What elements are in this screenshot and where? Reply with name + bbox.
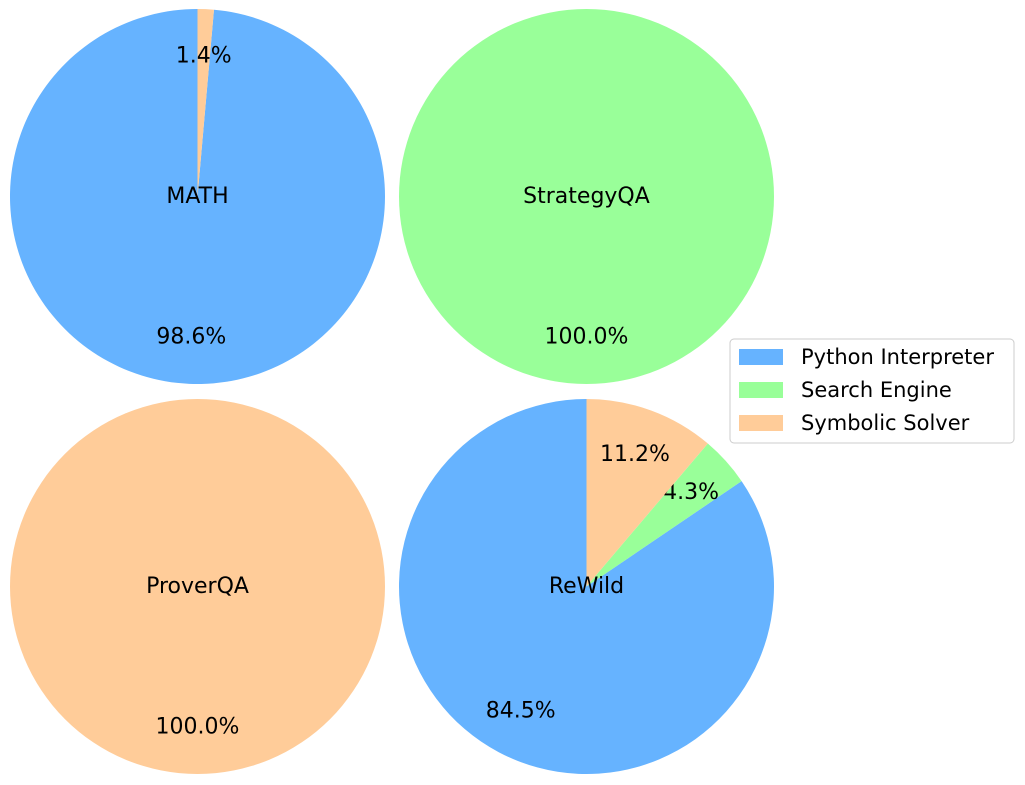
legend-frame xyxy=(729,338,1015,444)
pie-percent-label: 100.0% xyxy=(545,325,629,350)
pie-percent-label: 100.0% xyxy=(156,715,240,740)
legend-swatch xyxy=(739,415,783,431)
pie-slice-python-interpreter xyxy=(9,9,386,385)
pie-charts: 98.6% 1.4% MATH 100.0% StrategyQA 100.0% Prove… xyxy=(9,9,775,774)
pie-proverqa: 100.0% ProverQA xyxy=(10,399,385,774)
pie-strategyqa: 100.0% StrategyQA xyxy=(399,9,774,384)
legend: Python Interpreter Search Engine Symbolic … xyxy=(729,338,1015,444)
pie-percent-label: 98.6% xyxy=(156,324,226,349)
legend-label: Symbolic Solver xyxy=(801,411,970,435)
legend-item-symbolic-solver: Symbolic Solver xyxy=(739,411,970,435)
legend-swatch xyxy=(739,382,783,398)
legend-entries: Python Interpreter Search Engine Symbolic … xyxy=(739,345,994,435)
pie-percent-label: 1.4% xyxy=(176,44,232,69)
pie-slice-symbolic-solver xyxy=(197,9,214,197)
pie-slice-search-engine xyxy=(586,443,742,587)
legend-item-search-engine: Search Engine xyxy=(739,378,952,402)
legend-swatch xyxy=(739,349,783,365)
pie-slice-search-engine xyxy=(399,9,774,384)
pie-percent-label: 84.5% xyxy=(486,698,556,723)
pie-title: StrategyQA xyxy=(523,184,650,209)
pie-title: ReWild xyxy=(549,574,624,599)
legend-item-python-interpreter: Python Interpreter xyxy=(739,345,994,369)
pie-title: ProverQA xyxy=(146,574,249,599)
pie-slice-python-interpreter xyxy=(399,399,775,774)
pie-slice-symbolic-solver xyxy=(586,399,708,587)
legend-label: Python Interpreter xyxy=(801,345,994,369)
pie-percent-label: 11.2% xyxy=(600,442,670,467)
pie-title: MATH xyxy=(166,184,228,209)
pie-rewild: 84.5%4.3%11.2%ReWild xyxy=(399,399,775,774)
legend-label: Search Engine xyxy=(801,378,952,402)
pie-slice-symbolic-solver xyxy=(10,399,385,774)
pie-math: 98.6% 1.4% MATH xyxy=(9,9,386,385)
